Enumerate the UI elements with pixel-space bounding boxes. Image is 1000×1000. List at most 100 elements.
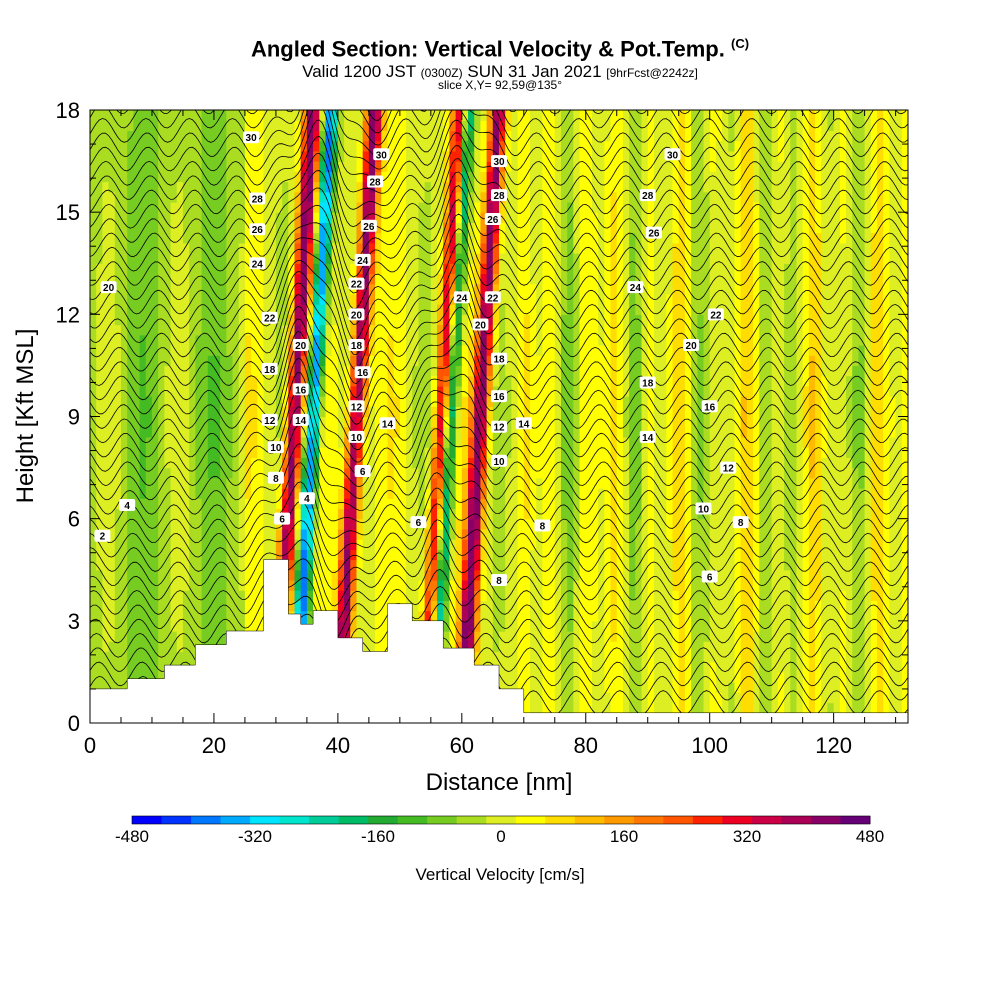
velocity-cell — [846, 447, 853, 458]
velocity-cell — [889, 631, 897, 642]
velocity-cell — [777, 355, 785, 367]
velocity-cell — [653, 385, 661, 397]
velocity-cell — [517, 426, 525, 438]
velocity-cell — [176, 375, 184, 387]
velocity-cell — [771, 620, 779, 632]
velocity-cell — [616, 579, 624, 591]
velocity-cell — [697, 641, 705, 653]
velocity-cell — [96, 406, 103, 418]
velocity-cell — [622, 661, 630, 673]
velocity-cell — [306, 508, 314, 520]
velocity-cell — [362, 477, 370, 489]
velocity-cell — [858, 682, 866, 693]
velocity-cell — [102, 559, 110, 571]
velocity-cell — [499, 528, 506, 540]
velocity-cell — [734, 457, 742, 469]
velocity-cell — [288, 569, 296, 581]
velocity-cell — [691, 457, 698, 469]
velocity-cell — [821, 375, 829, 387]
velocity-cell — [238, 569, 246, 581]
velocity-cell — [753, 692, 760, 704]
velocity-cell — [517, 569, 525, 581]
velocity-cell — [492, 406, 500, 418]
velocity-cell — [808, 355, 816, 367]
velocity-cell — [151, 365, 159, 377]
velocity-cell — [622, 416, 630, 428]
velocity-cell — [437, 610, 444, 622]
velocity-cell — [375, 518, 382, 530]
velocity-cell — [468, 620, 475, 632]
velocity-cell — [672, 569, 680, 581]
velocity-cell — [753, 671, 760, 683]
velocity-cell — [548, 682, 556, 693]
velocity-cell — [709, 559, 717, 571]
velocity-cell — [176, 385, 184, 397]
velocity-cell — [151, 375, 159, 387]
velocity-cell — [406, 579, 413, 591]
velocity-cell — [406, 467, 413, 479]
velocity-cell — [139, 641, 147, 653]
velocity-cell — [660, 375, 667, 387]
velocity-cell — [393, 385, 401, 397]
velocity-cell — [858, 620, 866, 632]
velocity-cell — [858, 702, 866, 714]
velocity-cell — [226, 426, 234, 438]
velocity-cell — [647, 610, 655, 622]
velocity-cell — [877, 447, 884, 458]
velocity-cell — [759, 396, 767, 407]
velocity-cell — [660, 447, 667, 458]
velocity-cell — [728, 702, 736, 714]
velocity-cell — [486, 365, 494, 377]
velocity-cell — [108, 559, 116, 571]
velocity-cell — [313, 447, 320, 458]
velocity-cell — [852, 600, 860, 612]
velocity-cell — [474, 488, 482, 499]
velocity-cell — [331, 334, 339, 346]
velocity-cell — [901, 426, 908, 438]
velocity-cell — [424, 549, 432, 561]
velocity-cell — [529, 406, 537, 418]
velocity-cell — [145, 610, 153, 622]
velocity-cell — [784, 528, 791, 540]
velocity-cell — [560, 355, 568, 367]
velocity-cell — [220, 518, 227, 530]
velocity-cell — [133, 559, 141, 571]
velocity-cell — [827, 569, 835, 581]
velocity-cell — [573, 477, 581, 489]
velocity-cell — [102, 549, 110, 561]
velocity-cell — [350, 508, 358, 520]
velocity-cell — [672, 436, 680, 448]
velocity-cell — [901, 569, 908, 581]
velocity-cell — [523, 682, 531, 693]
velocity-cell — [127, 671, 134, 683]
velocity-cell — [635, 375, 643, 387]
velocity-cell — [133, 355, 141, 367]
velocity-cell — [437, 488, 444, 499]
velocity-cell — [226, 620, 234, 632]
velocity-cell — [691, 661, 698, 673]
velocity-cell — [808, 396, 816, 407]
velocity-cell — [331, 590, 339, 601]
velocity-cell — [486, 579, 494, 591]
velocity-cell — [653, 498, 661, 510]
velocity-cell — [740, 385, 748, 397]
velocity-cell — [629, 365, 636, 377]
velocity-cell — [771, 426, 779, 438]
velocity-cell — [895, 559, 903, 571]
velocity-cell — [399, 344, 407, 356]
velocity-cell — [542, 467, 550, 479]
velocity-cell — [852, 610, 860, 622]
velocity-cell — [232, 549, 240, 561]
velocity-cell — [753, 702, 760, 714]
velocity-cell — [263, 334, 271, 346]
velocity-cell — [139, 385, 147, 397]
velocity-cell — [182, 641, 190, 653]
velocity-cell — [846, 528, 853, 540]
velocity-cell — [393, 344, 401, 356]
velocity-cell — [362, 610, 370, 622]
velocity-cell — [604, 406, 612, 418]
velocity-cell — [492, 334, 500, 346]
velocity-cell — [523, 426, 531, 438]
velocity-cell — [102, 600, 110, 612]
velocity-cell — [591, 355, 599, 367]
